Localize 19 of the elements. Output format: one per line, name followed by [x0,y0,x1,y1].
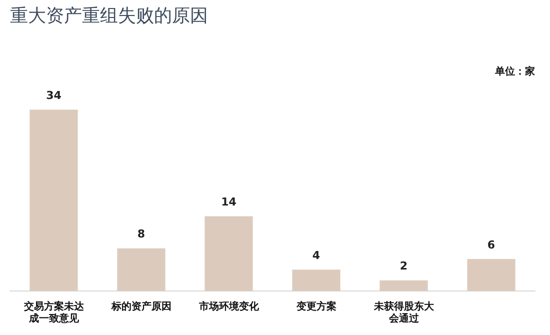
bar [467,258,516,291]
data-label: 6 [487,238,496,252]
chart-title: 重大资产重组失败的原因 [10,5,208,26]
data-label: 34 [46,88,62,102]
data-label: 4 [312,249,320,262]
bar [117,248,166,291]
x-tick-label: 未获得股东大会通过 [372,300,435,325]
bar [204,216,253,291]
data-label: 8 [137,228,146,241]
x-tick-label: 市场环境变化 [198,300,260,313]
x-tick-label: 交易方案未达成一致意见 [22,300,85,325]
bar [30,110,78,291]
data-label: 14 [221,196,237,209]
bar [380,280,428,291]
x-tick-label: 标的资产原因 [110,300,172,313]
bar [292,270,340,291]
data-label: 2 [400,260,408,273]
text: 单位：家 [494,66,535,78]
x-tick-label: 变更方案 [295,300,336,313]
